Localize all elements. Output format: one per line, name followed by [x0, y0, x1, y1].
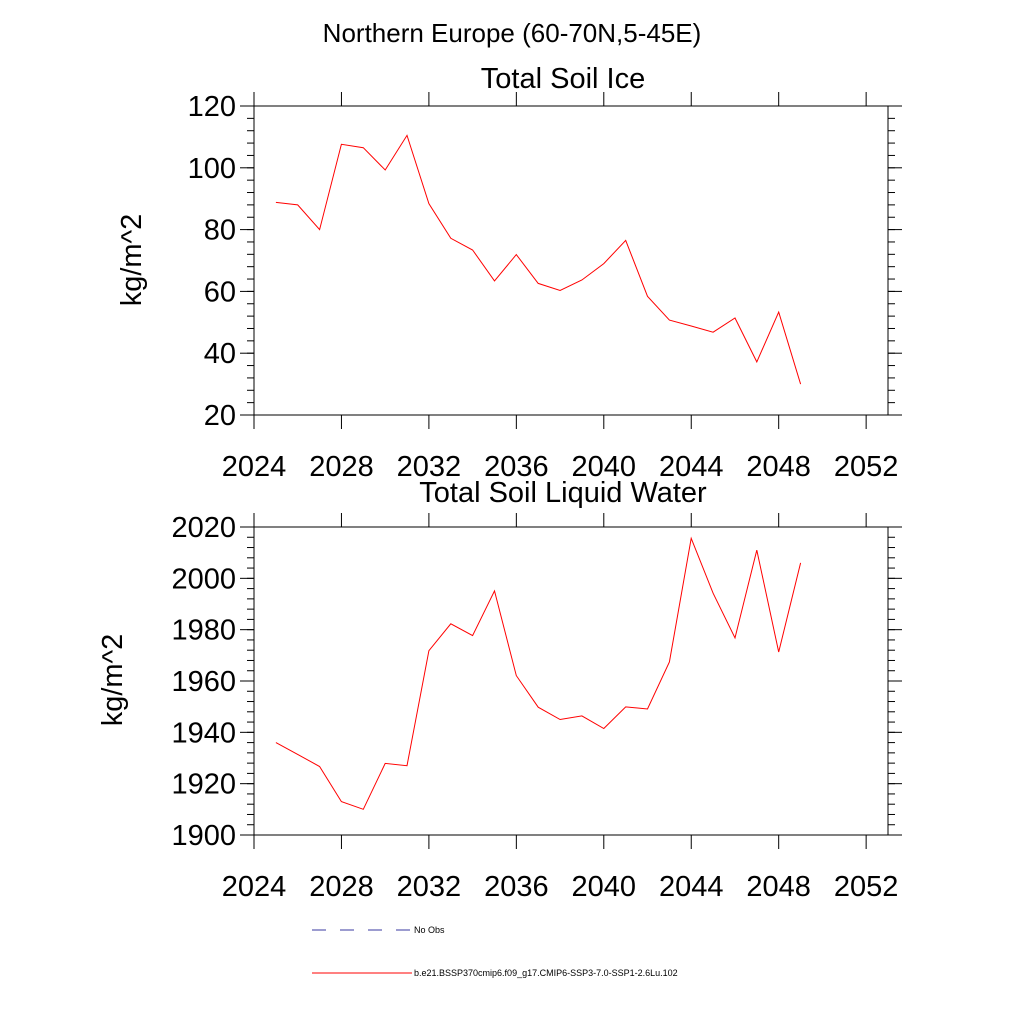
y-tick-label: 120 [188, 91, 236, 123]
y-axis-label: kg/m^2 [116, 214, 148, 307]
x-tick-label: 2052 [834, 451, 899, 483]
x-tick-label: 2032 [397, 871, 462, 903]
x-tick-label: 2028 [309, 451, 374, 483]
y-tick-label: 40 [204, 338, 236, 370]
x-tick-label: 2052 [834, 871, 899, 903]
x-tick-label: 2040 [572, 451, 637, 483]
x-tick-label: 2048 [746, 451, 811, 483]
x-tick-label: 2032 [397, 451, 462, 483]
x-tick-label: 2028 [309, 871, 374, 903]
x-tick-label: 2044 [659, 451, 724, 483]
x-tick-label: 2036 [484, 451, 549, 483]
legend: No Obs b.e21.BSSP370cmip6.f09_g17.CMIP6-… [312, 925, 678, 978]
y-tick-label: 1900 [171, 820, 236, 852]
y-tick-label: 2020 [171, 512, 236, 544]
y-tick-label: 1960 [171, 666, 236, 698]
series-line [275, 536, 802, 810]
x-tick-label: 2044 [659, 871, 724, 903]
y-axis-label: kg/m^2 [97, 634, 129, 727]
plot-frame [253, 105, 889, 416]
x-tick-label: 2036 [484, 871, 549, 903]
y-tick-label: 80 [204, 215, 236, 247]
x-tick-label: 2048 [746, 871, 811, 903]
series-line [275, 134, 802, 385]
figure-suptitle: Northern Europe (60-70N,5-45E) [323, 18, 702, 48]
panel-total-soil-ice: Total Soil Ice kg/m^2 204060801001202024… [116, 63, 902, 483]
panel-total-soil-liquid-water: Total Soil Liquid Water kg/m^2 1900 1920 1… [97, 477, 902, 903]
panel-title: Total Soil Liquid Water [419, 477, 707, 509]
x-tick-label: 2040 [572, 871, 637, 903]
y-tick-label: 1920 [171, 769, 236, 801]
y-tick-label: 100 [188, 153, 236, 185]
legend-label-no-obs: No Obs [414, 925, 445, 935]
legend-label-model-run: b.e21.BSSP370cmip6.f09_g17.CMIP6-SSP3-7.… [414, 968, 678, 978]
y-tick-label: 1940 [171, 717, 236, 749]
x-tick-label: 2024 [222, 871, 287, 903]
y-tick-label: 2000 [171, 563, 236, 595]
panel-title: Total Soil Ice [481, 63, 645, 95]
plot-frame [253, 526, 889, 836]
y-tick-label: 20 [204, 400, 236, 432]
y-tick-label: 1980 [171, 615, 236, 647]
y-tick-label: 60 [204, 276, 236, 308]
x-tick-label: 2024 [222, 451, 287, 483]
